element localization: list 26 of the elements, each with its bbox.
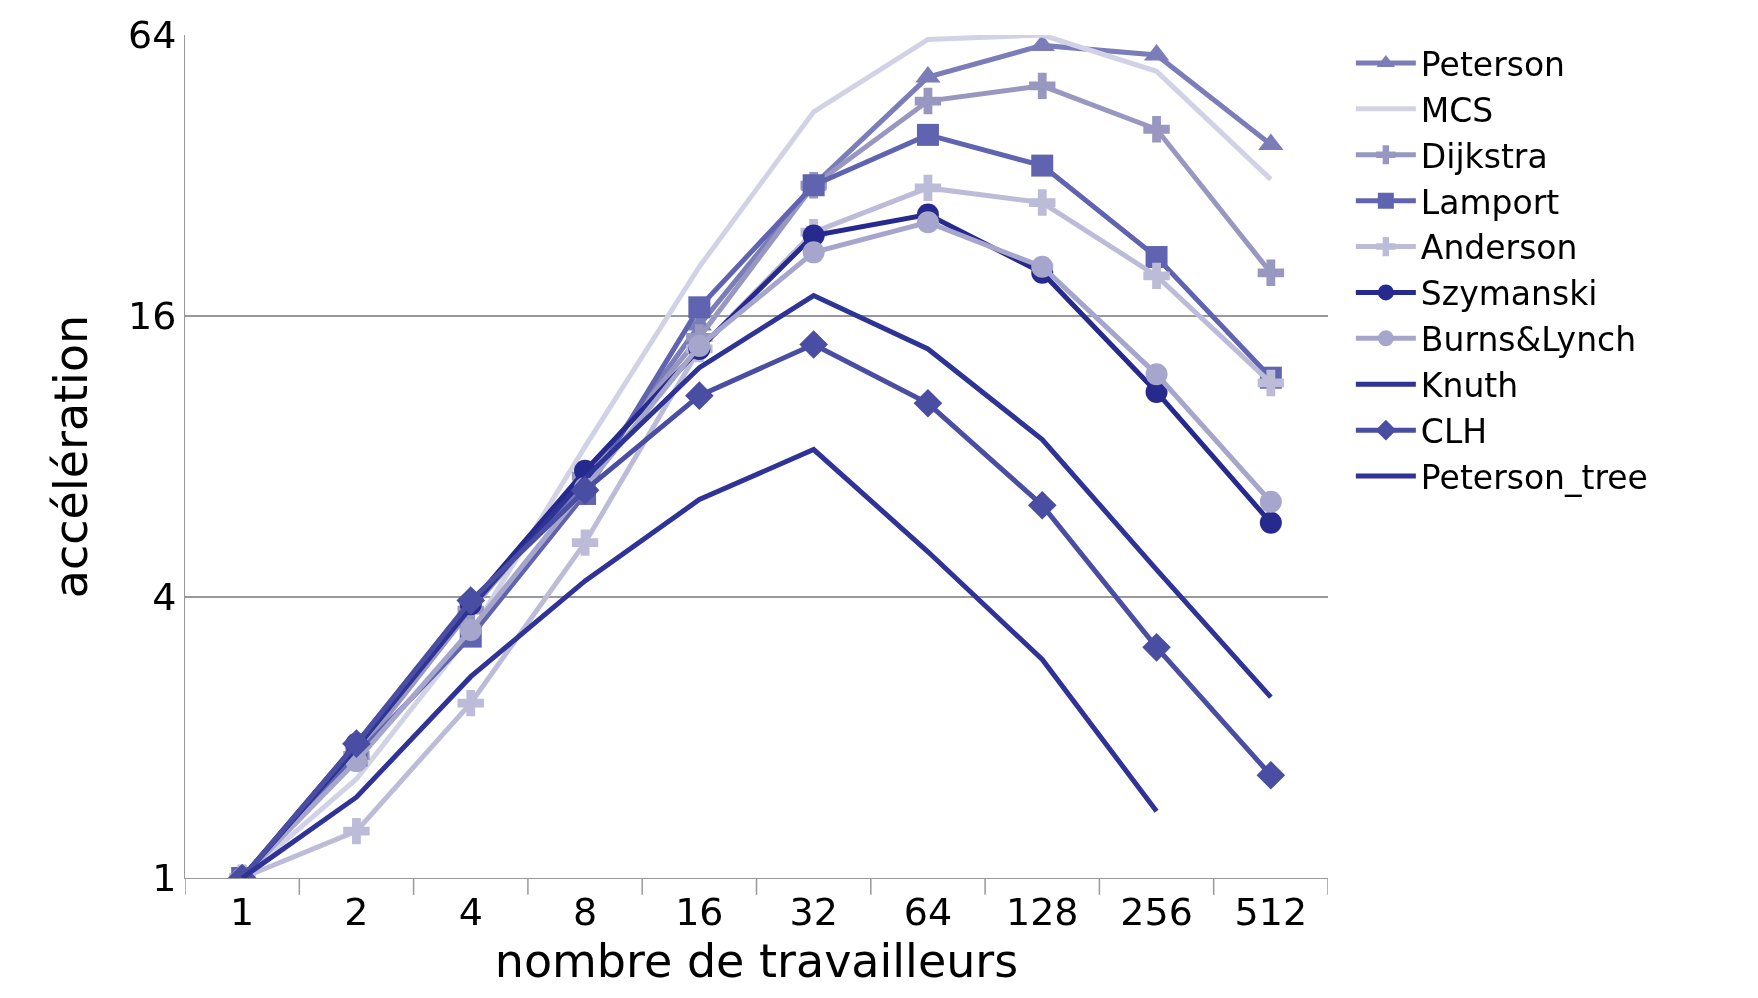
x-tick-label: 2	[344, 889, 369, 934]
x-tick-label: 8	[572, 889, 598, 934]
x-tick-label: 64	[903, 889, 953, 934]
x-tick-label: 32	[789, 889, 838, 934]
x-tick-label: 4	[458, 889, 483, 934]
x-tick-label: 256	[1120, 889, 1193, 934]
legend-label: CLH	[1420, 412, 1488, 452]
x-axis-title: nombre de travailleurs	[494, 933, 1019, 988]
legend-label: Anderson	[1420, 228, 1578, 268]
x-tick-label: 1	[230, 889, 255, 934]
y-tick-label: 64	[128, 13, 177, 58]
legend-label: Peterson_tree	[1420, 457, 1648, 497]
legend-label: MCS	[1420, 90, 1494, 130]
legend-label: Knuth	[1420, 366, 1519, 406]
legend-label: Dijkstra	[1420, 136, 1548, 176]
y-tick-label: 1	[152, 856, 177, 901]
x-tick-label: 16	[675, 889, 724, 934]
x-tick-label: 512	[1234, 889, 1308, 934]
legend-label: Szymanski	[1420, 274, 1598, 314]
y-tick-label: 16	[128, 294, 177, 339]
y-axis-title: accélération	[44, 314, 99, 599]
y-tick-label: 4	[152, 575, 177, 620]
x-tick-label: 128	[1005, 889, 1079, 934]
legend-label: Peterson	[1420, 44, 1565, 84]
legend-label: Burns&Lynch	[1420, 320, 1637, 360]
legend-label: Lamport	[1420, 182, 1560, 222]
